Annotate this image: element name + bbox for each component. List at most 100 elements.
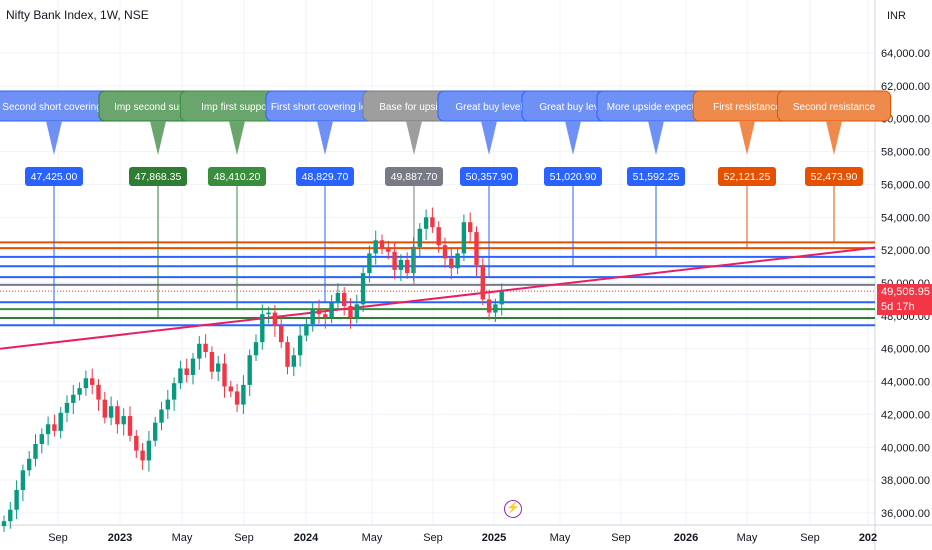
annotation-price-box — [718, 167, 776, 186]
price-axis-tick: 40,000.00 — [881, 442, 930, 454]
grid-lines — [0, 0, 875, 525]
candle-body — [468, 222, 473, 233]
candle-body — [430, 217, 435, 228]
annotations: Imp Second short covering level 47,425.00… — [0, 90, 892, 326]
time-axis-tick: Sep — [611, 532, 631, 544]
annotation-label: Imp first support — [201, 102, 273, 113]
candle-body — [329, 302, 334, 318]
candle-body — [461, 222, 467, 254]
candle-body — [436, 227, 441, 246]
candle — [203, 334, 208, 358]
candle-body — [14, 490, 19, 510]
candle — [398, 254, 404, 282]
candle — [121, 408, 126, 436]
candle — [58, 407, 63, 439]
candles — [1, 207, 504, 532]
candle — [405, 252, 410, 279]
candle-body — [310, 309, 315, 325]
candle-body — [297, 335, 303, 356]
candle — [291, 347, 296, 377]
annotation-pointer — [150, 121, 166, 155]
annotation-price-box — [460, 167, 518, 186]
candle-body — [335, 292, 341, 303]
candle-body — [386, 248, 391, 252]
time-axis-tick: May — [362, 532, 383, 544]
annotation-label: Imp second support — [114, 102, 202, 113]
candle — [342, 287, 347, 316]
candle-body — [266, 312, 271, 315]
lightning-icon[interactable]: ⚡ — [504, 500, 522, 518]
candle — [486, 289, 492, 321]
candle — [140, 442, 145, 470]
candle-body — [360, 273, 366, 305]
price-axis-tick: 54,000.00 — [881, 212, 930, 224]
annotation-label: Great buy level — [455, 102, 522, 113]
annotation-price: 48,410.20 — [214, 171, 261, 183]
candle — [493, 298, 498, 322]
candle — [455, 247, 460, 274]
candle — [127, 406, 133, 442]
currency-label: INR — [887, 10, 906, 22]
candle — [430, 207, 435, 233]
candle-body — [304, 324, 309, 336]
candle-body — [209, 352, 215, 372]
candle-body — [316, 309, 322, 315]
candle-body — [392, 251, 397, 270]
candle — [27, 451, 32, 477]
candle-body — [8, 509, 13, 522]
time-axis-tick: Sep — [800, 532, 820, 544]
symbol-title: Nifty Bank Index, 1W, NSE — [6, 8, 149, 22]
candle — [234, 383, 240, 413]
candle — [417, 223, 422, 257]
candle-body — [222, 363, 227, 387]
candle-body — [398, 260, 404, 270]
candle — [134, 430, 139, 459]
annotation-price-box — [385, 167, 443, 186]
candle — [449, 248, 454, 280]
time-axis-tick: 2025 — [482, 532, 506, 544]
candle — [499, 283, 504, 316]
candle-body — [272, 312, 278, 326]
level-lines — [0, 241, 875, 327]
candle-body — [165, 399, 170, 410]
annotation-price: 49,887.70 — [391, 171, 438, 183]
candle — [360, 267, 366, 312]
candle-body — [20, 470, 26, 490]
candle-body — [64, 402, 70, 413]
candle-body — [90, 378, 95, 385]
annotation-label: Second resistance — [793, 102, 876, 113]
candle — [77, 382, 82, 401]
candle — [461, 214, 467, 261]
candle — [1, 515, 7, 532]
candle-body — [108, 406, 114, 418]
price-axis-tick: 64,000.00 — [881, 48, 930, 60]
annotation-price-box — [296, 167, 354, 186]
annotation-callout: Imp first support 48,410.20 — [179, 90, 295, 310]
candle-body — [499, 291, 504, 305]
candle-body — [127, 416, 133, 436]
candle-body — [216, 363, 221, 372]
time-axis-tick: May — [172, 532, 193, 544]
price-axis-tick: 56,000.00 — [881, 179, 930, 191]
candle — [247, 349, 252, 397]
candle — [14, 480, 19, 520]
candle — [373, 230, 378, 265]
candle-body — [45, 424, 51, 435]
candle — [102, 391, 107, 424]
candle — [354, 294, 359, 324]
candle-body — [348, 306, 353, 318]
candle-body — [354, 304, 359, 318]
annotation-price: 47,425.00 — [31, 171, 78, 183]
candle — [436, 221, 441, 253]
annotation-price: 47,868.35 — [135, 171, 182, 183]
time-axis-tick: Sep — [234, 532, 254, 544]
price-axis-tick: 58,000.00 — [881, 147, 930, 159]
annotation-price: 51,592.25 — [633, 171, 680, 183]
candle — [316, 299, 322, 324]
candle-body — [480, 264, 485, 300]
annotation-price-box — [544, 167, 602, 186]
candle — [367, 245, 372, 283]
candle-body — [228, 386, 233, 392]
